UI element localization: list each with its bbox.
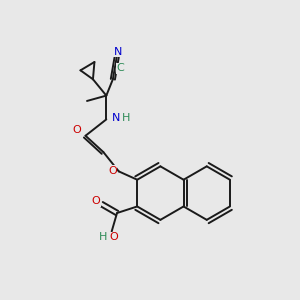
- Text: O: O: [110, 232, 118, 242]
- Text: N: N: [112, 113, 121, 123]
- Text: O: O: [91, 196, 100, 206]
- Text: O: O: [108, 166, 117, 176]
- Text: O: O: [72, 125, 81, 135]
- Text: H: H: [122, 113, 130, 124]
- Text: N: N: [114, 46, 122, 57]
- Text: H: H: [99, 232, 107, 242]
- Text: C: C: [116, 63, 124, 73]
